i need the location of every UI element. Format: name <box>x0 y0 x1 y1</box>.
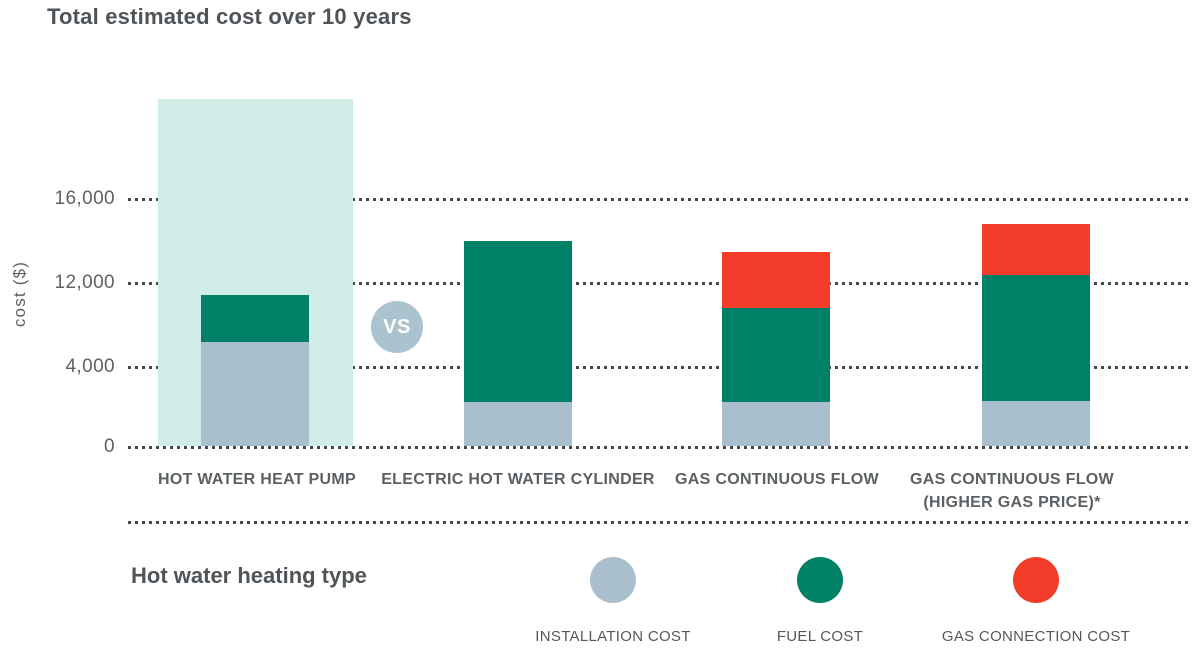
y-tick-label: 12,000 <box>54 272 115 293</box>
vs-badge: VS <box>371 301 423 353</box>
bar-segment-gas-connection-cost <box>982 224 1090 275</box>
legend-label: INSTALLATION COST <box>535 628 691 645</box>
y-tick-label: 0 <box>104 436 115 457</box>
bar-segment-installation-cost <box>722 402 830 446</box>
bar-segment-installation-cost <box>982 401 1090 446</box>
bar-segment-fuel-cost <box>464 241 572 402</box>
legend-swatch-fuel-cost <box>797 557 843 603</box>
bottom-separator-dotted-line <box>128 521 1192 524</box>
legend-swatch-gas-connection-cost <box>1013 557 1059 603</box>
x-category-label: HOT WATER HEAT PUMP <box>158 471 356 488</box>
y-tick-label: 16,000 <box>54 188 115 209</box>
chart-title: Total estimated cost over 10 years <box>47 4 412 29</box>
gridline <box>128 366 1192 369</box>
legend-swatch-installation-cost <box>590 557 636 603</box>
bar-segment-installation-cost <box>464 402 572 446</box>
x-category-label: GAS CONTINUOUS FLOW (HIGHER GAS PRICE)* <box>910 471 1114 512</box>
gridline <box>128 198 1192 201</box>
bar-segment-installation-cost <box>201 341 309 446</box>
bar-segment-fuel-cost <box>201 294 309 342</box>
y-tick-label: 4,000 <box>65 356 115 377</box>
bar-segment-fuel-cost <box>722 308 830 402</box>
bar-segment-gas-connection-cost <box>722 251 830 309</box>
x-category-label: GAS CONTINUOUS FLOW <box>675 471 879 488</box>
legend-label: FUEL COST <box>776 628 864 645</box>
gridline <box>128 446 1192 449</box>
legend-label: GAS CONNECTION COST <box>941 628 1131 645</box>
y-axis-label: cost ($) <box>10 260 29 328</box>
bar-segment-fuel-cost <box>982 274 1090 401</box>
legend-title: Hot water heating type <box>131 563 367 588</box>
x-category-label: ELECTRIC HOT WATER CYLINDER <box>381 471 655 488</box>
gridline <box>128 282 1192 285</box>
